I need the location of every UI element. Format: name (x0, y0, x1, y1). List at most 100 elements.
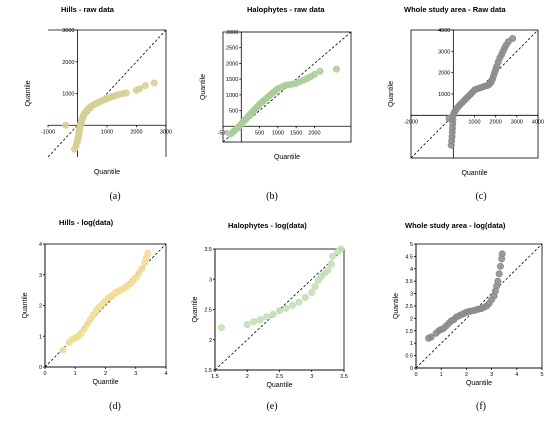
x-axis-title: Quantile (466, 380, 492, 387)
x-tick-label: 3 (134, 371, 137, 377)
y-tick-label: 3000 (226, 30, 238, 36)
y-tick-label: 2 (209, 338, 212, 344)
y-tick-label: 0 (410, 366, 413, 372)
panel-label: (c) (475, 191, 486, 202)
qq-panel-5: Halophytes - log(data) 1.5 2 2.5 3 3.5 1.5 2 2.5… (192, 221, 348, 412)
qq-panel-3: Whole study area - Raw data -2000 1000 2000… (388, 5, 544, 202)
y-axis-title: Quantile (200, 74, 207, 100)
panel-label: (e) (266, 401, 277, 412)
y-tick-label: 1 (39, 334, 42, 340)
chart-title: Halophytes - raw data (247, 5, 325, 14)
x-tick-label: -2000 (404, 119, 418, 125)
data-point (509, 35, 517, 43)
y-tick-label: 2500 (226, 46, 238, 52)
x-tick-label: 0 (414, 372, 417, 378)
data-point (308, 289, 316, 297)
x-axis-title: Quantile (94, 169, 120, 176)
data-point (496, 262, 504, 270)
x-tick-label: -500 (217, 130, 228, 136)
y-tick-label: 3 (410, 292, 413, 298)
x-tick-label: 4 (164, 371, 167, 377)
y-tick-label: 3 (209, 277, 212, 283)
plot-frame (222, 31, 352, 143)
y-tick-label: 3.5 (204, 247, 212, 253)
x-axis-title: Quantile (92, 379, 118, 386)
qq-panel-1: Hills - raw data -1000 1000 2000 3000 1000 200… (25, 5, 172, 202)
y-tick-label: 1500 (226, 77, 238, 83)
x-tick-label: 1 (440, 372, 443, 378)
data-point (295, 298, 303, 306)
chart-title: Halophytes - log(data) (228, 221, 307, 230)
data-point (332, 65, 340, 73)
y-tick-label: 2000 (226, 61, 238, 67)
x-tick-label: 3.5 (340, 374, 348, 380)
chart-title: Whole study area - Raw data (404, 5, 507, 14)
y-axis-title: Quantile (388, 81, 395, 107)
x-tick-label: 1000 (272, 130, 284, 136)
data-point (141, 82, 149, 90)
data-point (498, 250, 506, 258)
data-point (269, 310, 277, 318)
data-point (288, 301, 296, 309)
data-point (301, 293, 309, 301)
chart-title: Whole study area - log(data) (405, 221, 506, 230)
x-axis-title: Quantile (274, 154, 300, 161)
x-tick-label: 1000 (101, 129, 113, 135)
plot-frame (410, 29, 539, 159)
x-tick-label: -1000 (41, 129, 55, 135)
x-tick-label: 1500 (290, 130, 302, 136)
y-tick-label: 3.5 (405, 279, 413, 285)
panel-label: (a) (109, 191, 120, 202)
y-tick-label: 2000 (62, 60, 74, 66)
data-point (62, 121, 70, 129)
qq-panel-6: Whole study area - log(data) 0 1 2 3 4 5 0 0.5 1 1… (393, 221, 544, 412)
y-tick-label: 4 (39, 242, 42, 248)
data-point (144, 249, 152, 257)
y-tick-label: 3000 (438, 49, 450, 55)
data-point (337, 245, 345, 253)
y-tick-label: 0 (39, 365, 42, 371)
panel-label: (d) (109, 401, 121, 412)
y-tick-label: 5 (410, 242, 413, 248)
data-point (328, 252, 336, 260)
data-point (250, 318, 258, 326)
y-tick-label: 4000 (438, 28, 450, 34)
x-tick-label: 3 (490, 372, 493, 378)
data-point (324, 266, 332, 274)
reference-line (415, 243, 543, 369)
x-tick-label: 3 (310, 374, 313, 380)
y-tick-label: 2 (410, 316, 413, 322)
data-point (135, 85, 143, 93)
data-point (59, 346, 67, 354)
y-tick-label: 2 (39, 304, 42, 310)
x-tick-label: 2000 (130, 129, 142, 135)
reference-line (214, 248, 345, 371)
y-tick-label: 3 (39, 273, 42, 279)
x-tick-label: 2000 (308, 130, 320, 136)
y-tick-label: 2.5 (204, 308, 212, 314)
y-tick-label: 3000 (62, 28, 74, 34)
x-tick-label: 2.5 (276, 374, 284, 380)
panel-label: (b) (266, 191, 278, 202)
x-axis-title: Quantile (266, 382, 292, 389)
x-tick-label: 4 (515, 372, 518, 378)
x-tick-label: 0 (43, 371, 46, 377)
x-tick-label: 3000 (511, 119, 523, 125)
x-axis-title: Quantile (461, 170, 487, 177)
data-point (122, 89, 130, 97)
data-point (276, 307, 283, 315)
data-point (263, 313, 271, 321)
data-point (311, 283, 319, 291)
qq-panel-2: Halophytes - raw data -500 500 1000 1500 2000… (200, 5, 352, 202)
data-point (445, 115, 453, 123)
y-axis-title: Quantile (192, 296, 199, 322)
data-point (150, 79, 158, 87)
x-tick-label: 2 (465, 372, 468, 378)
y-tick-label: 1.5 (405, 329, 413, 335)
panel-label: (f) (476, 401, 486, 412)
y-tick-label: 1 (410, 341, 413, 347)
y-tick-label: 0.5 (405, 354, 413, 360)
chart-title: Hills - raw data (61, 5, 115, 14)
data-point (327, 260, 335, 268)
